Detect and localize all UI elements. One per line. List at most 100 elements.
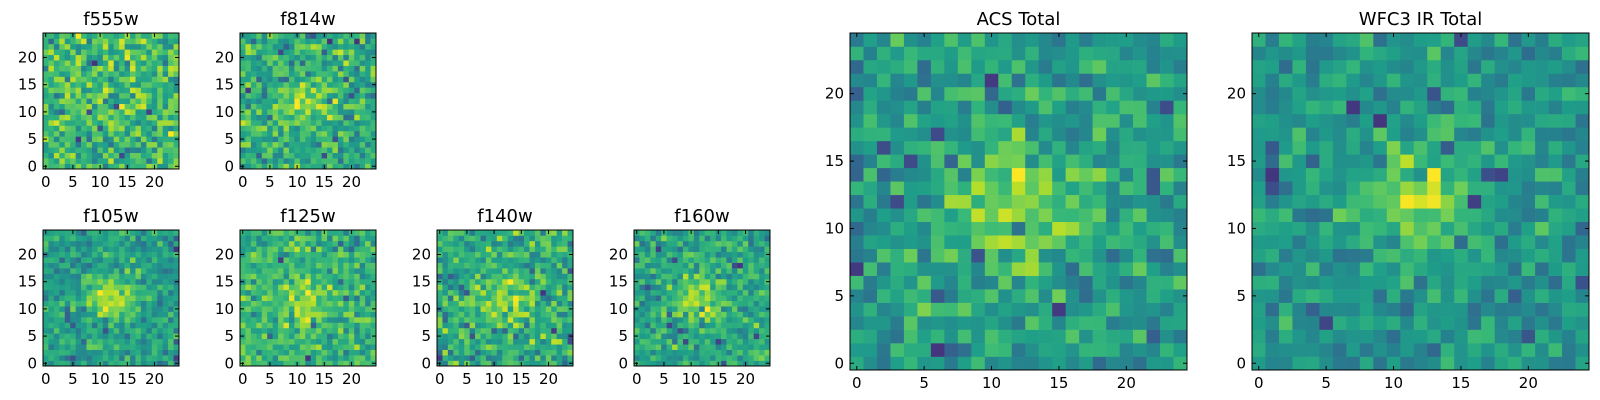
heatmap-cell bbox=[1092, 208, 1107, 223]
heatmap-cell bbox=[704, 295, 711, 302]
heatmap-cell bbox=[151, 109, 158, 115]
heatmap-cell bbox=[108, 284, 115, 291]
heatmap-cell bbox=[157, 136, 163, 143]
heatmap-cell bbox=[507, 240, 514, 247]
heatmap-cell bbox=[288, 311, 295, 318]
heatmap-cell bbox=[146, 158, 153, 164]
heatmap-cell bbox=[764, 268, 771, 274]
heatmap-cell bbox=[737, 240, 744, 247]
heatmap-cell bbox=[43, 246, 49, 253]
heatmap-cell bbox=[91, 246, 98, 253]
heatmap-cell bbox=[1562, 343, 1576, 357]
heatmap-cell bbox=[75, 284, 82, 291]
heatmap-cell bbox=[726, 257, 733, 263]
heatmap-cell bbox=[1079, 113, 1093, 128]
heatmap-cell bbox=[245, 33, 252, 39]
heatmap-cell bbox=[699, 235, 706, 242]
heatmap-cell bbox=[256, 130, 263, 137]
heatmap-cell bbox=[1292, 302, 1307, 317]
heatmap-cell bbox=[256, 311, 263, 318]
heatmap-cell bbox=[151, 240, 158, 247]
heatmap-cell bbox=[108, 152, 115, 159]
heatmap-cell bbox=[365, 43, 371, 50]
heatmap-cell bbox=[491, 333, 498, 340]
heatmap-cell bbox=[545, 317, 552, 323]
heatmap-cell bbox=[1319, 194, 1334, 209]
heatmap-cell bbox=[677, 257, 684, 263]
heatmap-cell bbox=[283, 120, 290, 126]
heatmap-cell bbox=[245, 98, 252, 105]
y-tick-label: 10 bbox=[18, 103, 37, 121]
heatmap-cell bbox=[48, 60, 55, 66]
heatmap-cell bbox=[157, 87, 163, 94]
heatmap-cell bbox=[337, 65, 344, 72]
heatmap-cell bbox=[278, 152, 284, 159]
heatmap-cell bbox=[1467, 221, 1482, 236]
heatmap-cell bbox=[688, 278, 695, 285]
panel-title: f125w bbox=[280, 206, 335, 227]
heatmap-cell bbox=[102, 273, 109, 280]
heatmap-cell bbox=[545, 322, 552, 329]
heatmap-cell bbox=[957, 221, 972, 236]
heatmap-cell bbox=[75, 130, 82, 137]
heatmap-cell bbox=[113, 300, 120, 307]
heatmap-cell bbox=[59, 235, 66, 242]
heatmap-cell bbox=[480, 235, 487, 242]
heatmap-cell bbox=[1440, 248, 1455, 263]
heatmap-cell bbox=[672, 344, 678, 350]
heatmap-cell bbox=[327, 278, 333, 285]
heatmap-cell bbox=[1160, 113, 1174, 128]
heatmap-cell bbox=[113, 257, 120, 263]
heatmap-cell bbox=[321, 141, 328, 148]
heatmap-cell bbox=[310, 33, 317, 39]
heatmap-cell bbox=[639, 355, 646, 361]
heatmap-cell bbox=[305, 278, 312, 285]
heatmap-cell bbox=[1038, 46, 1053, 61]
heatmap-cell bbox=[64, 71, 71, 77]
heatmap-cell bbox=[108, 65, 115, 72]
heatmap-cell bbox=[1427, 167, 1442, 182]
heatmap-cell bbox=[1079, 181, 1093, 196]
heatmap-cell bbox=[283, 130, 290, 137]
heatmap-cell bbox=[283, 284, 290, 291]
heatmap-cell bbox=[108, 268, 115, 274]
heatmap-cell bbox=[130, 289, 136, 296]
heatmap-cell bbox=[655, 306, 662, 312]
heatmap-cell bbox=[283, 163, 290, 170]
heatmap-cell bbox=[294, 284, 301, 291]
heatmap-cell bbox=[310, 38, 317, 45]
heatmap-cell bbox=[310, 109, 317, 115]
heatmap-cell bbox=[43, 344, 49, 350]
heatmap-cell bbox=[278, 130, 284, 137]
heatmap-cell bbox=[1146, 343, 1161, 357]
heatmap-cell bbox=[294, 147, 301, 153]
heatmap-cell bbox=[59, 322, 66, 329]
heatmap-cell bbox=[639, 349, 646, 356]
heatmap-cell bbox=[64, 317, 71, 323]
heatmap-cell bbox=[1133, 316, 1147, 330]
heatmap-cell bbox=[365, 360, 371, 367]
heatmap-cell bbox=[53, 43, 60, 50]
x-tick-label: 20 bbox=[736, 370, 755, 388]
heatmap-cell bbox=[556, 240, 563, 247]
heatmap-cell bbox=[971, 329, 986, 344]
heatmap-cell bbox=[48, 92, 55, 99]
heatmap-cell bbox=[458, 317, 465, 323]
heatmap-cell bbox=[245, 125, 252, 132]
heatmap-cell bbox=[261, 246, 268, 253]
heatmap-cell bbox=[310, 344, 317, 350]
heatmap-cell bbox=[365, 158, 371, 164]
heatmap-cell bbox=[119, 65, 125, 72]
heatmap-cell bbox=[348, 344, 355, 350]
heatmap-cell bbox=[742, 306, 749, 312]
heatmap-cell bbox=[70, 87, 76, 94]
heatmap-cell bbox=[354, 109, 360, 115]
heatmap-cell bbox=[327, 230, 333, 236]
heatmap-cell bbox=[168, 268, 174, 274]
heatmap-cell bbox=[173, 240, 180, 247]
heatmap-cell bbox=[1146, 167, 1161, 182]
heatmap-cell bbox=[1359, 167, 1374, 182]
heatmap-cell bbox=[721, 257, 727, 263]
heatmap-cell bbox=[261, 60, 268, 66]
heatmap-cell bbox=[343, 327, 350, 334]
